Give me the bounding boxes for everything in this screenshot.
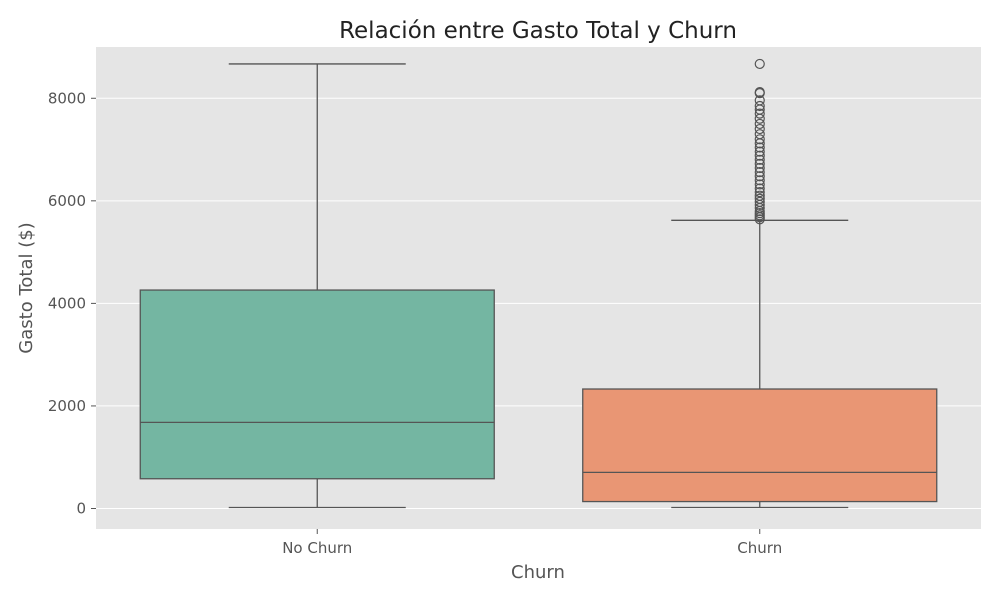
y-axis-label: Gasto Total ($) <box>16 222 37 353</box>
y-tick-label: 6000 <box>48 192 86 210</box>
y-tick-label: 4000 <box>48 294 86 312</box>
y-tick-label: 8000 <box>48 89 86 107</box>
outlier-point <box>754 175 765 186</box>
x-axis: No Churn Churn <box>282 529 782 557</box>
y-tick-label: 0 <box>76 499 86 517</box>
x-tick-label: Churn <box>737 539 782 557</box>
box-series <box>139 58 938 509</box>
x-tick-label: No Churn <box>282 539 352 557</box>
x-axis-label: Churn <box>511 562 565 583</box>
outlier-point <box>754 146 765 157</box>
outlier-point <box>754 154 765 165</box>
box-no-churn <box>139 63 495 509</box>
y-axis: 0 2000 4000 6000 8000 <box>48 89 96 517</box>
iqr-box <box>139 289 495 480</box>
outlier-point <box>754 183 765 194</box>
outlier-point <box>754 118 765 130</box>
outlier-point <box>754 193 765 204</box>
outlier-point <box>754 142 765 153</box>
outlier-point <box>754 162 765 174</box>
outlier-point <box>754 87 765 98</box>
outlier-point <box>754 179 765 190</box>
outlier-point <box>754 158 765 170</box>
outlier-point <box>754 129 765 140</box>
outlier-point <box>754 123 765 135</box>
y-tick-label: 2000 <box>48 397 86 415</box>
iqr-box <box>582 388 938 503</box>
outlier-point <box>754 95 765 106</box>
box-churn <box>582 58 938 509</box>
outlier-point <box>754 190 765 201</box>
outlier-point <box>754 150 765 161</box>
chart-title: Relación entre Gasto Total y Churn <box>339 18 737 44</box>
outlier-point <box>754 187 765 198</box>
outlier-point <box>754 167 765 178</box>
outlier-point <box>754 196 765 207</box>
outlier-point <box>754 171 765 182</box>
outlier-point <box>754 134 765 145</box>
outlier-point <box>754 108 765 119</box>
outlier-point <box>754 100 765 112</box>
outlier-point <box>754 58 765 70</box>
